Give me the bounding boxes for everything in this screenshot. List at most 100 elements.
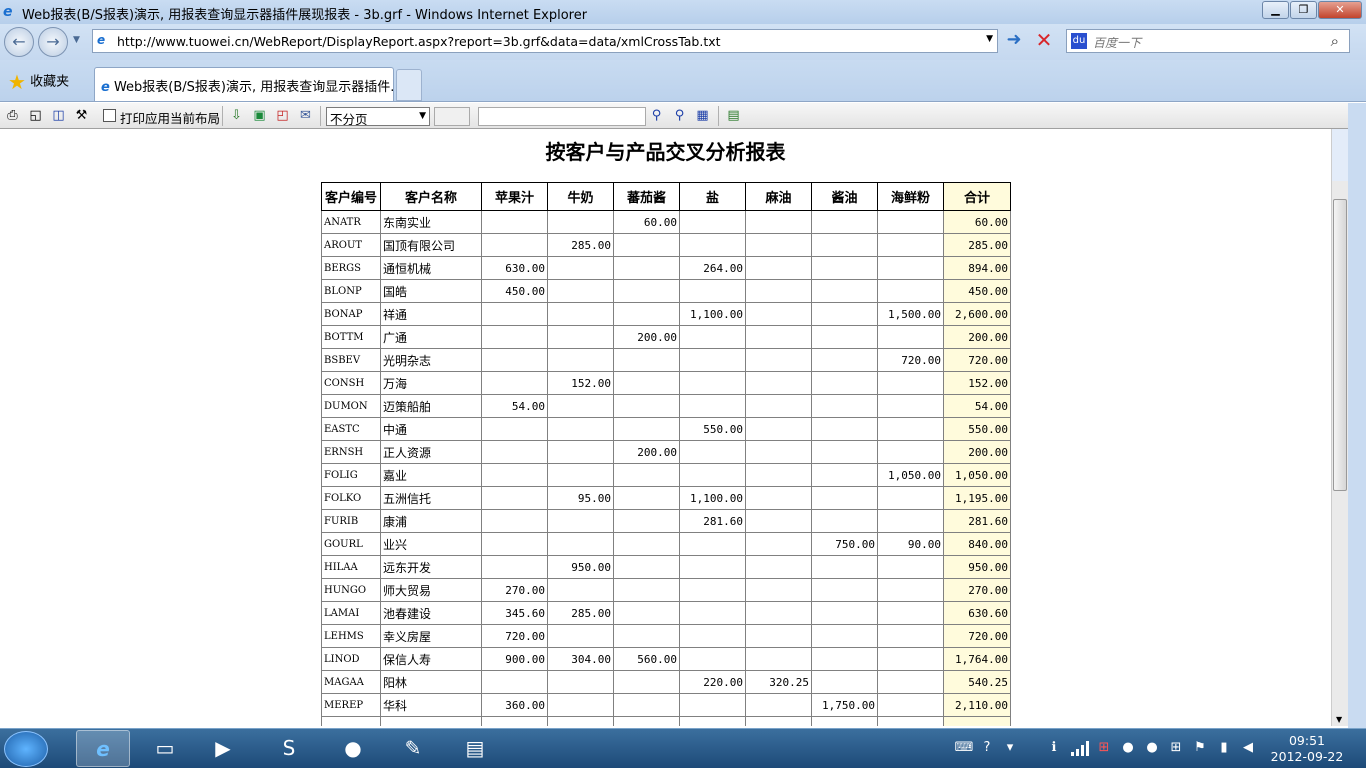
taskbar-sogou[interactable]: S (282, 736, 296, 760)
find-input[interactable] (478, 107, 646, 126)
history-dropdown-icon[interactable]: ▼ (73, 35, 80, 45)
export-icon[interactable]: ⇩ (231, 108, 242, 123)
printer-icon[interactable]: ⎙ (7, 108, 18, 123)
amount-cell (679, 210, 746, 234)
taskbar-ie[interactable]: e (76, 730, 130, 767)
find-next-icon[interactable]: ⚲ (674, 108, 685, 123)
taskbar-qq[interactable]: ● (344, 736, 362, 760)
amount-cell (811, 486, 878, 510)
go-button[interactable]: ➜ (1006, 29, 1022, 50)
table-row: BOTTM 广通 200.00 200.00 (321, 325, 1011, 349)
qq-icon[interactable]: ● (1122, 740, 1134, 755)
address-url[interactable]: http://www.tuowei.cn/WebReport/DisplayRe… (117, 34, 721, 49)
amount-cell (481, 440, 548, 464)
favorites-button[interactable]: ★ 收藏夹 (8, 70, 69, 94)
clock[interactable]: 09:51 2012-09-22 (1262, 733, 1352, 765)
search-box[interactable]: du 百度一下 ⌕ (1066, 29, 1350, 53)
amount-cell (811, 233, 878, 257)
print-preview-icon[interactable]: ◱ (29, 108, 42, 123)
network-info-icon[interactable]: ℹ (1051, 740, 1057, 755)
table-row: LAMAI 池春建设 345.60 285.00 630.60 (321, 601, 1011, 625)
customer-code-cell: BSBEV (321, 348, 381, 372)
table-row: CONSH 万海 152.00 152.00 (321, 371, 1011, 395)
amount-cell (745, 371, 812, 395)
table-row: ANATR 东南实业 60.00 60.00 (321, 210, 1011, 234)
help-icon[interactable]: ? (983, 740, 991, 755)
customer-name-cell: 正人资源 (380, 440, 482, 464)
amount-cell (745, 486, 812, 510)
amount-cell (811, 647, 878, 671)
find-in-table-icon[interactable]: ▦ (696, 108, 709, 123)
amount-cell (547, 578, 614, 602)
pdf-icon[interactable]: ◰ (276, 108, 289, 123)
windows-icon[interactable]: ⊞ (1170, 740, 1182, 755)
book-icon[interactable]: ◫ (52, 108, 65, 123)
restore-button[interactable]: ❐ (1290, 1, 1317, 19)
amount-cell (679, 716, 746, 726)
paging-select[interactable]: 不分页 ▼ (326, 107, 430, 126)
table-row: GOURL 业兴 750.00 90.00 840.00 (321, 532, 1011, 556)
calculator-icon[interactable]: ▤ (727, 108, 740, 123)
stop-button[interactable]: ✕ (1035, 29, 1053, 52)
amount-cell (613, 486, 680, 510)
scrollbar-thumb[interactable] (1333, 199, 1347, 491)
close-button[interactable]: ✕ (1318, 1, 1362, 19)
amount-cell (613, 348, 680, 372)
power-icon[interactable]: ▮ (1220, 740, 1228, 755)
amount-cell (745, 394, 812, 418)
total-cell: 450.00 (943, 279, 1011, 303)
amount-cell (811, 279, 878, 303)
table-row: EASTC 中通 550.00 550.00 (321, 417, 1011, 441)
taskbar-media-player[interactable]: ▶ (215, 736, 231, 760)
customer-name-cell: 中通 (380, 417, 482, 441)
amount-cell (745, 325, 812, 349)
customer-code-cell: ERNSH (321, 440, 381, 464)
amount-cell (811, 256, 878, 280)
tools-icon[interactable]: ⚒ (75, 108, 88, 123)
taskbar-explorer[interactable]: ▭ (155, 736, 175, 760)
customer-name-cell: 师大贸易 (380, 578, 482, 602)
signal-icon[interactable] (1070, 740, 1090, 756)
taskbar-paint[interactable]: ✎ (404, 736, 422, 760)
amount-cell: 1,750.00 (811, 693, 878, 717)
customer-name-cell: 万海 (380, 371, 482, 395)
search-icon[interactable]: ⌕ (1330, 32, 1339, 50)
page-icon: e (97, 33, 106, 47)
amount-cell (811, 210, 878, 234)
address-bar[interactable]: e http://www.tuowei.cn/WebReport/Display… (92, 29, 998, 53)
forward-button[interactable]: → (38, 27, 68, 57)
customer-name-cell: 迈策船舶 (380, 394, 482, 418)
customer-name-cell (380, 716, 482, 726)
total-cell: 720.00 (943, 348, 1011, 372)
print-layout-checkbox[interactable] (103, 109, 116, 122)
minimize-button[interactable]: ▁ (1262, 1, 1289, 19)
address-dropdown-icon[interactable]: ▼ (986, 34, 993, 44)
show-hidden-icons[interactable]: ▾ (1006, 740, 1014, 755)
scroll-down-icon[interactable]: ▼ (1336, 715, 1343, 724)
back-button[interactable]: ← (4, 27, 34, 57)
amount-cell (745, 256, 812, 280)
find-icon[interactable]: ⚲ (651, 108, 662, 123)
new-tab-button[interactable] (396, 69, 422, 101)
amount-cell (481, 670, 548, 694)
bank-icon[interactable]: ⊞ (1098, 740, 1110, 755)
table-row: LEHMS 幸义房屋 720.00 720.00 (321, 624, 1011, 648)
amount-cell (811, 624, 878, 648)
email-icon[interactable]: ✉ (300, 108, 311, 123)
table-row: ERNSH 正人资源 200.00 200.00 (321, 440, 1011, 464)
page-number-input[interactable] (434, 107, 470, 126)
volume-muted-icon[interactable]: ◀ (1243, 740, 1253, 755)
keyboard-icon[interactable]: ⌨ (954, 740, 974, 755)
amount-cell (679, 233, 746, 257)
amount-cell (811, 509, 878, 533)
browser-tab[interactable]: e Web报表(B/S报表)演示, 用报表查询显示器插件... (94, 67, 394, 101)
excel-icon[interactable]: ▣ (253, 108, 266, 123)
qq-icon[interactable]: ● (1146, 740, 1158, 755)
vertical-scrollbar[interactable]: ▼ (1331, 129, 1349, 726)
amount-cell (481, 555, 548, 579)
taskbar-notepad[interactable]: ▤ (465, 736, 485, 760)
start-button[interactable] (4, 731, 48, 767)
customer-code-cell: MAGAA (321, 670, 381, 694)
amount-cell (745, 509, 812, 533)
action-center-icon[interactable]: ⚑ (1194, 740, 1206, 755)
